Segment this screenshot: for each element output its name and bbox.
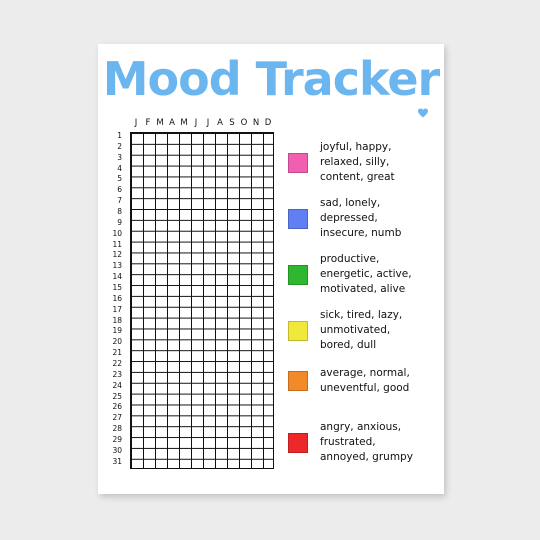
color-swatch <box>288 208 308 229</box>
day-label: 4 <box>117 163 122 173</box>
day-label: 21 <box>112 348 122 358</box>
legend-item: sick, tired, lazy, unmotivated, bored, d… <box>288 308 438 353</box>
day-labels: 1 2 3 4 5 6 7 8 9 10 11 12 13 14 15 16 17 18 19 20 21 22 23 24 2… <box>106 131 122 468</box>
mood-description: angry, anxious, frustrated, annoyed, gru… <box>320 421 413 463</box>
month-label: A <box>169 118 175 128</box>
color-swatch <box>288 432 308 453</box>
day-label: 27 <box>112 413 122 423</box>
month-label: J <box>206 118 210 128</box>
color-swatch <box>288 320 308 341</box>
day-label: 24 <box>112 380 122 390</box>
month-label: D <box>264 118 272 128</box>
day-label: 11 <box>112 239 122 249</box>
day-label: 18 <box>112 315 122 325</box>
day-label: 12 <box>112 250 122 260</box>
day-label: 7 <box>117 196 122 206</box>
mood-description: sad, lonely, depressed, insecure, numb <box>320 197 402 239</box>
day-label: 1 <box>117 131 122 140</box>
legend-item: angry, anxious, frustrated, annoyed, gru… <box>288 420 438 465</box>
mood-description: joyful, happy, relaxed, silly, content, … <box>320 141 395 183</box>
day-label: 10 <box>112 228 122 238</box>
day-label: 9 <box>117 217 122 227</box>
month-label: J <box>194 118 198 128</box>
month-label: J <box>134 118 138 128</box>
day-label: 8 <box>117 207 122 217</box>
mood-description: productive, energetic, active, motivated… <box>320 253 412 295</box>
day-label: 14 <box>112 272 122 282</box>
day-label: 16 <box>112 293 122 303</box>
poster-title: Mood Tracker <box>102 52 440 106</box>
day-label: 3 <box>117 152 122 162</box>
day-label: 28 <box>112 424 122 434</box>
mood-description: average, normal, uneventful, good <box>320 367 410 394</box>
legend-item: average, normal, uneventful, good <box>288 366 438 396</box>
mood-description: sick, tired, lazy, unmotivated, bored, d… <box>320 309 403 351</box>
heart-icon <box>418 108 428 118</box>
day-label: 22 <box>112 359 122 369</box>
color-swatch <box>288 152 308 173</box>
month-label: N <box>252 118 260 128</box>
color-swatch <box>288 264 308 285</box>
color-swatch <box>288 371 308 391</box>
month-label: O <box>240 118 248 128</box>
day-label: 30 <box>112 445 122 455</box>
legend-item: sad, lonely, depressed, insecure, numb <box>288 196 438 241</box>
day-label: 5 <box>117 174 122 184</box>
month-label: F <box>145 118 151 128</box>
day-label: 31 <box>112 456 122 466</box>
day-label: 17 <box>112 304 122 314</box>
day-label: 6 <box>117 185 122 195</box>
day-label: 29 <box>112 435 122 445</box>
day-label: 13 <box>112 261 122 271</box>
day-label: 26 <box>112 402 122 412</box>
month-label: A <box>217 118 223 128</box>
day-label: 19 <box>112 326 122 336</box>
month-label: M <box>156 118 164 128</box>
legend-item: joyful, happy, relaxed, silly, content, … <box>288 140 438 185</box>
day-label: 23 <box>112 369 122 379</box>
legend-item: productive, energetic, active, motivated… <box>288 252 438 297</box>
day-label: 25 <box>112 391 122 401</box>
month-label: S <box>229 118 235 128</box>
day-label: 15 <box>112 283 122 293</box>
day-label: 2 <box>117 141 122 151</box>
tracker-grid[interactable] <box>130 132 274 469</box>
month-label: M <box>180 118 188 128</box>
day-label: 20 <box>112 337 122 347</box>
